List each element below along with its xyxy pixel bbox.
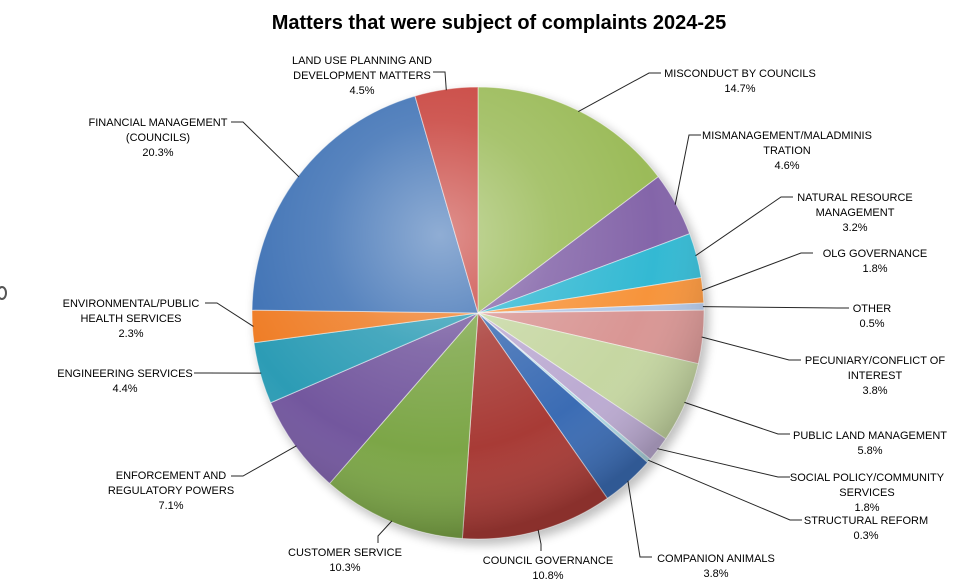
leader-line-companion-animals <box>627 480 652 558</box>
slice-label-enforcement-and-regulatory-powers: ENFORCEMENT AND REGULATORY POWERS 7.1% <box>108 470 234 512</box>
slice-label-social-policy-community-services: SOCIAL POLICY/COMMUNITY SERVICES 1.8% <box>790 472 945 514</box>
leader-line-enforcement-and-regulatory-powers <box>231 445 297 477</box>
leader-line-customer-service <box>377 520 393 543</box>
slice-label-structural-reform: STRUCTURAL REFORM 0.3% <box>804 515 928 542</box>
leader-line-land-use-planning-and-development-matters <box>433 71 447 91</box>
leader-line-financial-management-councils <box>231 121 300 178</box>
leader-line-mismanagement-maladministration <box>674 134 701 205</box>
slice-label-other: OTHER 0.5% <box>853 303 892 330</box>
slice-label-council-governance: COUNCIL GOVERNANCE 10.8% <box>483 555 613 582</box>
leader-line-social-policy-community-services <box>657 448 790 478</box>
leader-line-other <box>702 306 849 309</box>
clipped-edge-fragment <box>0 286 7 300</box>
slice-label-pecuniary-conflict-of-interest: PECUNIARY/CONFLICT OF INTEREST 3.8% <box>805 355 945 397</box>
leader-line-olg-governance <box>701 252 813 291</box>
leader-line-public-land-management <box>684 401 790 435</box>
chart-title: Matters that were subject of complaints … <box>271 12 727 34</box>
slice-label-mismanagement-maladministration: MISMANAGEMENT/MALADMINIS TRATION 4.6% <box>702 130 872 172</box>
slice-label-land-use-planning-and-development-matters: LAND USE PLANNING AND DEVELOPMENT MATTERS… <box>292 55 432 97</box>
slice-label-public-land-management: PUBLIC LAND MANAGEMENT 5.8% <box>793 430 947 457</box>
leader-line-environmental-public-health-services <box>205 302 254 327</box>
leader-line-council-governance <box>537 529 542 551</box>
slice-label-misconduct-by-councils: MISCONDUCT BY COUNCILS 14.7% <box>664 68 816 95</box>
slice-label-olg-governance: OLG GOVERNANCE 1.8% <box>823 248 928 275</box>
leader-line-natural-resource-management <box>695 196 793 257</box>
slice-label-engineering-services: ENGINEERING SERVICES 4.4% <box>57 368 193 395</box>
leader-line-misconduct-by-councils <box>578 72 661 113</box>
slice-label-companion-animals: COMPANION ANIMALS 3.8% <box>657 553 775 580</box>
slice-label-natural-resource-management: NATURAL RESOURCE MANAGEMENT 3.2% <box>797 192 913 234</box>
slice-label-financial-management-councils: FINANCIAL MANAGEMENT (COUNCILS) 20.3% <box>89 117 228 159</box>
leader-line-structural-reform <box>648 459 802 521</box>
slice-label-customer-service: CUSTOMER SERVICE 10.3% <box>288 547 402 574</box>
slice-label-environmental-public-health-services: ENVIRONMENTAL/PUBLIC HEALTH SERVICES 2.3% <box>63 298 200 340</box>
leader-line-pecuniary-conflict-of-interest <box>701 336 801 361</box>
